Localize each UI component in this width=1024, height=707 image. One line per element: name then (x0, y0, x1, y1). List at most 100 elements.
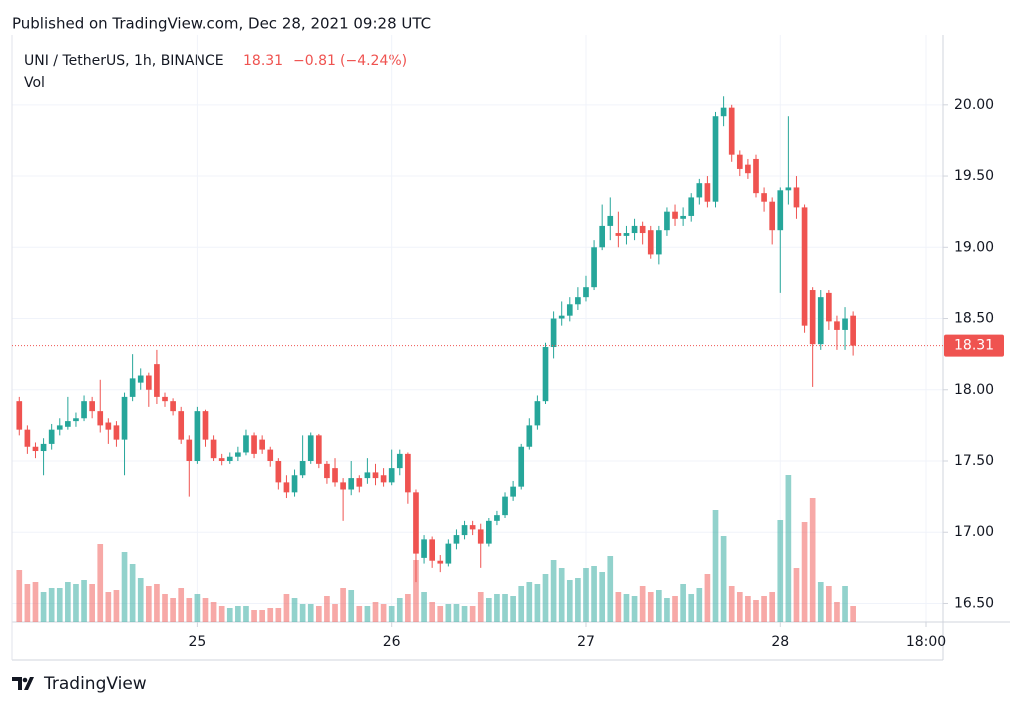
volume-bar (639, 586, 646, 622)
volume-bar (396, 598, 403, 622)
volume-bar (664, 598, 670, 622)
header-change: −0.81 (293, 53, 336, 69)
volume-bar (583, 568, 589, 622)
candle-body (275, 461, 282, 483)
candle-body (307, 435, 314, 462)
volume-bar (817, 582, 824, 622)
volume-bar (486, 598, 492, 622)
volume-bar (56, 588, 63, 622)
volume-bar (469, 606, 476, 622)
candle-body (437, 560, 444, 564)
volume-bar (251, 610, 257, 622)
volume-bar (736, 592, 743, 622)
candle-body (283, 482, 290, 493)
volume-bar (826, 586, 832, 622)
volume-bar (348, 590, 355, 622)
candle-body (599, 225, 606, 248)
x-tick-label: 25 (188, 634, 206, 650)
candle-body (48, 429, 55, 444)
volume-bar (566, 580, 573, 622)
volume-bar (429, 602, 435, 622)
volume-bar (793, 568, 800, 622)
volume-bar (761, 596, 767, 622)
candle-body (793, 187, 800, 208)
volume-bar (372, 602, 379, 622)
candle-body (243, 435, 249, 453)
published-note: Published on TradingView.com, Dec 28, 20… (12, 15, 431, 33)
x-tick-label: 18:00 (906, 634, 946, 650)
volume-bar (307, 604, 314, 622)
volume-bar (405, 594, 411, 622)
candle-body (73, 418, 79, 422)
x-tick-label: 26 (383, 634, 401, 650)
candle-body (16, 401, 23, 430)
candle-body (680, 215, 686, 219)
volume-bar (615, 592, 622, 622)
y-tick-label: 19.50 (954, 168, 994, 184)
candle-body (494, 515, 500, 521)
volume-bar (510, 596, 516, 622)
volume-bar (81, 580, 87, 622)
candle-body (834, 321, 840, 330)
volume-bar (243, 606, 249, 622)
volume-bar (534, 584, 541, 622)
candle-body (826, 292, 832, 322)
candle-body (202, 411, 209, 440)
volume-bar (235, 606, 241, 622)
candle-body (720, 107, 727, 117)
candle-body (324, 463, 330, 479)
candle-body (170, 401, 176, 412)
volume-bar (226, 608, 233, 622)
y-tick-label: 17.50 (954, 453, 994, 469)
candle-body (178, 411, 185, 440)
candle-body (194, 411, 201, 462)
volume-bar (137, 578, 144, 622)
header-price: 18.31 (243, 53, 283, 69)
candle-body (364, 472, 371, 479)
y-tick-label: 18.50 (954, 311, 994, 327)
y-tick-label: 16.50 (954, 595, 994, 611)
candle-body (647, 230, 654, 255)
volume-bar (259, 610, 265, 622)
volume-bar (785, 475, 792, 622)
candle-body (664, 211, 670, 231)
volume-bar (194, 594, 201, 622)
volume-bar (129, 564, 136, 622)
volume-bar (275, 608, 282, 622)
candle-body (380, 475, 387, 483)
candle-body (502, 496, 508, 516)
candle-body (445, 543, 452, 564)
volume-bar (631, 596, 638, 622)
volume-bar (728, 586, 735, 622)
volume-bar (218, 606, 225, 622)
candle-body (259, 439, 265, 450)
candle-body (267, 449, 274, 462)
volume-bar (145, 586, 152, 622)
candle-body (534, 401, 541, 426)
candle-body (40, 443, 47, 452)
candle-body (24, 429, 31, 447)
volume-bar (591, 566, 597, 622)
candle-body (65, 421, 71, 427)
candle-body (32, 446, 39, 452)
y-tick-label: 19.00 (954, 239, 994, 255)
volume-bar (48, 588, 55, 622)
candle-body (315, 435, 322, 464)
candle-body (672, 211, 678, 219)
candle-body (405, 453, 411, 493)
volume-bar (720, 536, 727, 622)
volume-bar (186, 598, 193, 622)
y-tick-label: 17.00 (954, 524, 994, 540)
volume-bar (502, 594, 508, 622)
candle-body (777, 190, 784, 231)
volume-bar (364, 606, 371, 622)
candle-body (186, 439, 193, 462)
candle-body (761, 193, 767, 202)
candle-body (769, 201, 776, 231)
candle-body (235, 452, 241, 457)
candle-body (510, 486, 516, 497)
volume-bar (461, 606, 468, 622)
candle-body (850, 315, 856, 346)
volume-bar (672, 596, 678, 622)
candle-body (745, 164, 751, 174)
